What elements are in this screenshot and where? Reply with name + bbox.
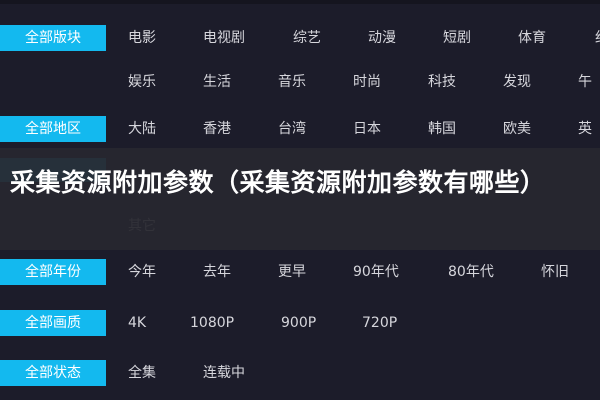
filter-option-section-more[interactable]: 音乐: [278, 74, 306, 90]
title-overlay: [0, 148, 600, 250]
filter-option-quality[interactable]: 4K: [128, 315, 147, 331]
filter-option-section-more[interactable]: 生活: [203, 74, 231, 90]
filter-label-year[interactable]: 全部年份: [0, 259, 106, 285]
filter-option-year[interactable]: 90年代: [353, 264, 399, 280]
filter-option-section[interactable]: 综艺: [293, 30, 321, 46]
filter-label-section[interactable]: 全部版块: [0, 25, 106, 51]
top-border: [0, 0, 600, 4]
filter-label-quality[interactable]: 全部画质: [0, 310, 106, 336]
filter-option-section-more[interactable]: 发现: [503, 74, 531, 90]
filter-option-status[interactable]: 全集: [128, 365, 156, 381]
filter-option-section-more[interactable]: 午: [578, 74, 592, 90]
filter-option-region[interactable]: 欧美: [503, 121, 531, 137]
filter-option-section[interactable]: 电视剧: [203, 30, 245, 46]
filter-option-year[interactable]: 今年: [128, 264, 156, 280]
filter-option-section-more[interactable]: 娱乐: [128, 74, 156, 90]
filter-option-quality[interactable]: 720P: [362, 315, 398, 331]
filter-option-region[interactable]: 韩国: [428, 121, 456, 137]
filter-option-region[interactable]: 香港: [203, 121, 231, 137]
filter-option-section[interactable]: 短剧: [443, 30, 471, 46]
filter-option-year[interactable]: 怀旧: [541, 264, 569, 280]
filter-label-region[interactable]: 全部地区: [0, 116, 106, 142]
filter-option-section-more[interactable]: 时尚: [353, 74, 381, 90]
filter-option-quality[interactable]: 900P: [281, 315, 317, 331]
filter-option-region[interactable]: 英: [578, 121, 592, 137]
filter-option-year[interactable]: 更早: [278, 264, 306, 280]
filter-option-section-more[interactable]: 科技: [428, 74, 456, 90]
filter-option-section[interactable]: 体育: [518, 30, 546, 46]
filter-label-status[interactable]: 全部状态: [0, 360, 106, 386]
filter-option-section[interactable]: 动漫: [368, 30, 396, 46]
article-title: 采集资源附加参数（采集资源附加参数有哪些）: [10, 168, 546, 197]
filter-option-region[interactable]: 日本: [353, 121, 381, 137]
filter-option-section[interactable]: 纪: [595, 28, 600, 48]
filter-option-section[interactable]: 电影: [128, 30, 156, 46]
filter-option-region[interactable]: 大陆: [128, 121, 156, 137]
filter-option-year[interactable]: 80年代: [448, 264, 494, 280]
filter-option-year[interactable]: 去年: [203, 264, 231, 280]
filter-option-status[interactable]: 连载中: [203, 365, 245, 381]
filter-option-quality[interactable]: 1080P: [190, 315, 235, 331]
filter-option-region[interactable]: 台湾: [278, 121, 306, 137]
